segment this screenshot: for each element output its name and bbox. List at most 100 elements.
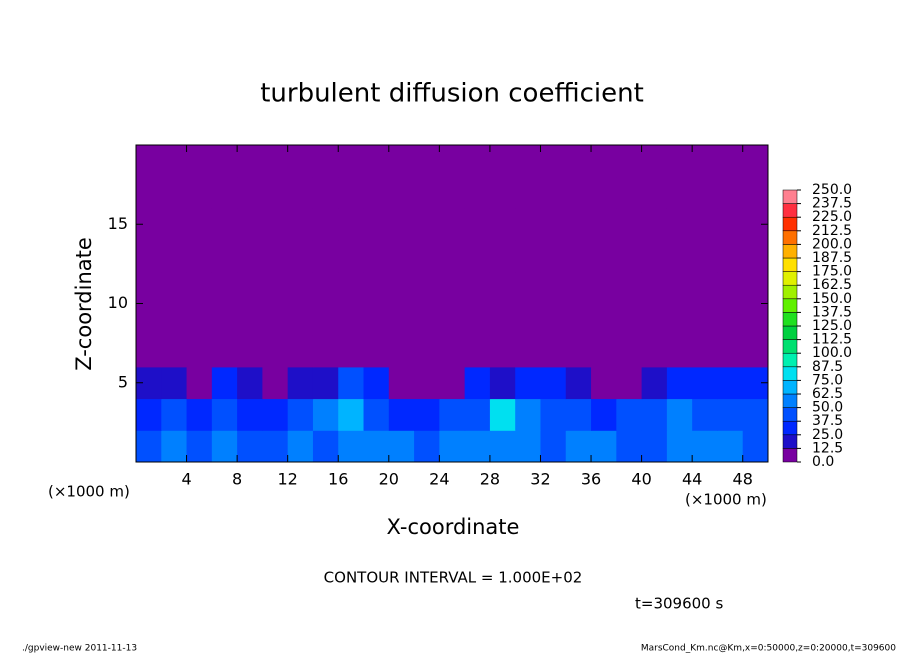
colorbar-swatch: [782, 216, 798, 232]
heat-cell: [338, 366, 365, 400]
heat-cell: [136, 145, 162, 178]
heat-cell: [363, 303, 390, 336]
y-unit: (×1000 m): [48, 483, 130, 501]
heat-cell: [287, 303, 314, 336]
heat-cell: [540, 335, 567, 368]
y-tick-label: 15: [108, 214, 128, 233]
heat-cell: [363, 145, 390, 178]
heat-cell: [237, 145, 263, 178]
heat-cell: [464, 430, 491, 463]
colorbar-swatch: [782, 189, 798, 204]
heat-cell: [641, 430, 668, 463]
heat-cell: [161, 398, 188, 431]
heat-cell: [338, 145, 365, 178]
heat-cell: [616, 145, 643, 178]
heat-cell: [489, 366, 516, 400]
colorbar-swatch: [782, 434, 798, 449]
heat-cell: [616, 366, 643, 400]
heat-cell: [363, 430, 390, 463]
heat-cell: [287, 335, 314, 368]
heat-cell: [717, 240, 744, 273]
heat-cell: [414, 271, 440, 304]
heat-cell: [439, 145, 466, 178]
x-tick-label: 20: [379, 470, 399, 489]
heat-cell: [464, 176, 491, 209]
heat-cell: [287, 176, 314, 209]
heat-cell: [591, 208, 617, 241]
heat-cell: [414, 335, 440, 368]
heat-cell: [692, 208, 718, 241]
heat-cell: [312, 430, 339, 463]
heat-cell: [287, 366, 314, 400]
heat-cell: [515, 398, 541, 431]
heat-cell: [136, 271, 162, 304]
heat-cell: [211, 145, 238, 178]
colorbar-label: 112.5: [812, 332, 852, 348]
heat-cell: [641, 271, 668, 304]
heat-cell: [388, 303, 415, 336]
heat-cell: [616, 271, 643, 304]
heat-cell: [211, 398, 238, 431]
colorbar-label: 0.0: [812, 454, 834, 470]
heat-cell: [237, 398, 263, 431]
colorbar-label: 87.5: [812, 359, 843, 375]
heat-cell: [161, 430, 188, 463]
heat-cell: [742, 240, 769, 273]
heat-cell: [489, 176, 516, 209]
heat-cell: [489, 208, 516, 241]
heat-cell: [186, 145, 213, 178]
heat-cell: [666, 335, 693, 368]
heat-cell: [464, 240, 491, 273]
colorbar-label: 62.5: [812, 386, 843, 402]
heat-cell: [717, 335, 744, 368]
colorbar-swatch: [782, 393, 798, 408]
heat-cell: [692, 240, 718, 273]
heat-cell: [616, 430, 643, 463]
heat-cell: [489, 335, 516, 368]
heat-cell: [211, 366, 238, 400]
heat-cell: [136, 398, 162, 431]
heat-cell: [464, 208, 491, 241]
colorbar-swatch: [782, 420, 798, 436]
heat-cell: [717, 176, 744, 209]
heat-cell: [237, 430, 263, 463]
heat-cell: [312, 271, 339, 304]
heat-cell: [414, 430, 440, 463]
heat-cell: [591, 240, 617, 273]
heat-cell: [363, 335, 390, 368]
heat-cell: [540, 208, 567, 241]
heat-cell: [742, 303, 769, 336]
heat-cell: [666, 398, 693, 431]
heat-cell: [262, 398, 289, 431]
heat-cell: [616, 240, 643, 273]
heat-cell: [186, 430, 213, 463]
colorbar-label: 75.0: [812, 372, 843, 388]
heat-cell: [363, 271, 390, 304]
annotation: CONTOUR INTERVAL = 1.000E+02: [324, 569, 583, 587]
heat-cell: [641, 176, 668, 209]
heat-cell: [717, 430, 744, 463]
colorbar-swatch: [782, 448, 798, 463]
heat-cell: [136, 176, 162, 209]
x-tick-label: 48: [733, 470, 753, 489]
heat-cell: [161, 303, 188, 336]
heat-cell: [414, 240, 440, 273]
heat-cell: [641, 335, 668, 368]
heat-cell: [338, 335, 365, 368]
heat-cell: [565, 398, 592, 431]
heat-cell: [489, 271, 516, 304]
heat-cell: [565, 176, 592, 209]
heat-cell: [742, 335, 769, 368]
heat-cell: [186, 208, 213, 241]
colorbar-swatch: [782, 312, 798, 327]
heat-cell: [388, 398, 415, 431]
x-tick-label: 28: [480, 470, 500, 489]
heat-cell: [540, 398, 567, 431]
colorbar-label: 25.0: [812, 427, 843, 443]
heat-cell: [186, 176, 213, 209]
heat-cell: [439, 430, 466, 463]
heat-cell: [161, 271, 188, 304]
heat-cell: [211, 303, 238, 336]
x-tick-label: 16: [328, 470, 348, 489]
heat-cell: [237, 208, 263, 241]
